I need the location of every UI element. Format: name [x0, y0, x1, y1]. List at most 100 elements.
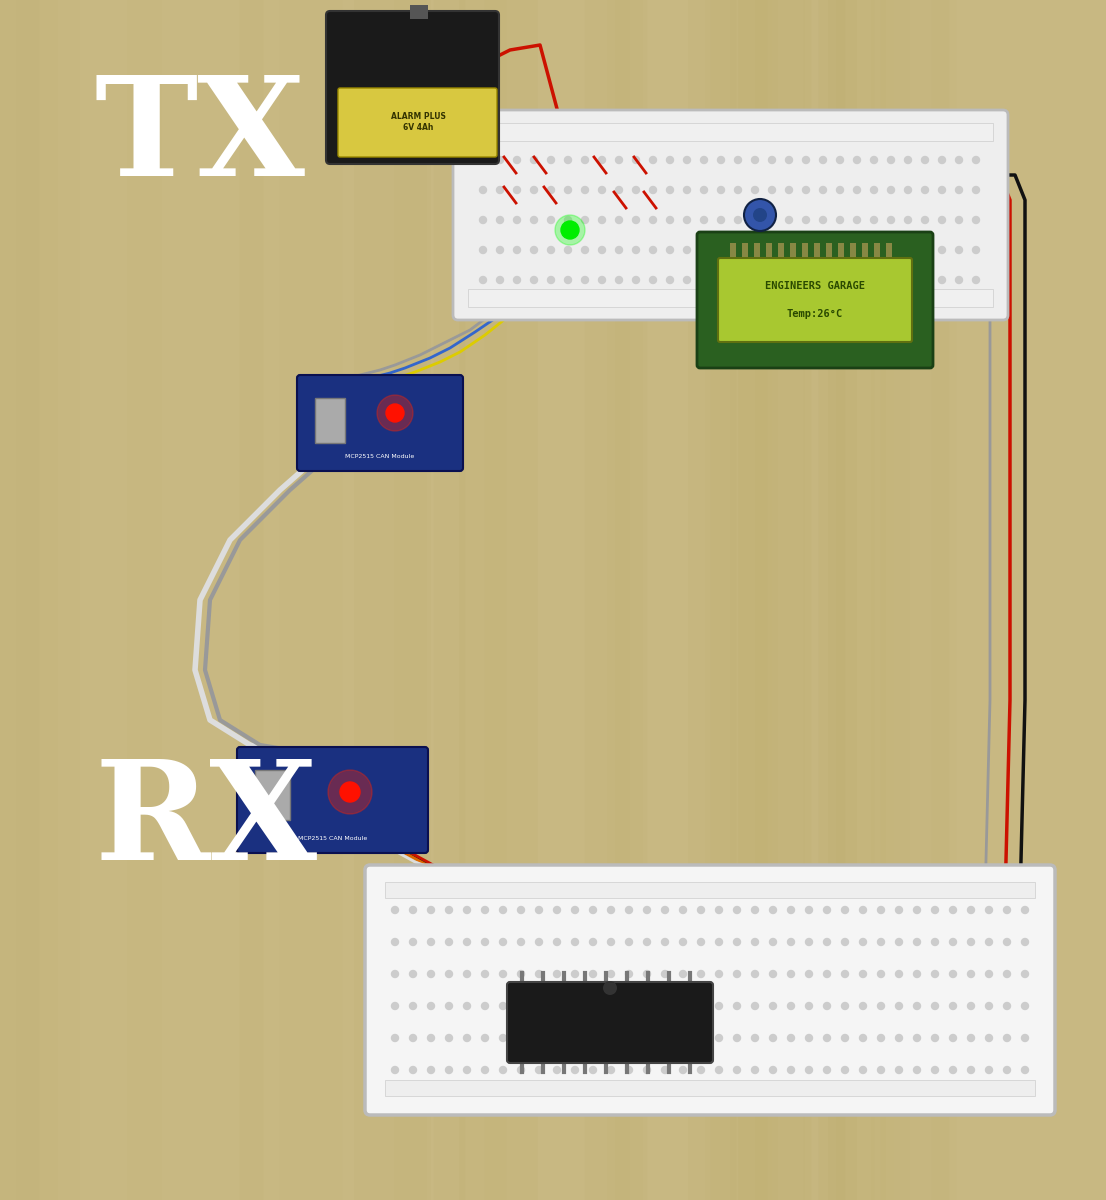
- Circle shape: [854, 186, 860, 193]
- Circle shape: [644, 938, 650, 946]
- Circle shape: [824, 906, 831, 913]
- Circle shape: [649, 246, 657, 253]
- Circle shape: [751, 186, 759, 193]
- Circle shape: [733, 971, 741, 978]
- Circle shape: [531, 246, 538, 253]
- Circle shape: [751, 938, 759, 946]
- Circle shape: [446, 1002, 452, 1009]
- Circle shape: [582, 246, 588, 253]
- Bar: [730, 242, 735, 257]
- Circle shape: [716, 1067, 722, 1074]
- Circle shape: [626, 1067, 633, 1074]
- Circle shape: [644, 1034, 650, 1042]
- Circle shape: [428, 1067, 435, 1074]
- Circle shape: [535, 1002, 543, 1009]
- Circle shape: [921, 276, 929, 283]
- Circle shape: [968, 1067, 974, 1074]
- Circle shape: [553, 1067, 561, 1074]
- Bar: [255, 770, 290, 820]
- Circle shape: [667, 186, 674, 193]
- Circle shape: [500, 1067, 507, 1074]
- Circle shape: [409, 906, 417, 913]
- Circle shape: [633, 186, 639, 193]
- Circle shape: [985, 906, 992, 913]
- Circle shape: [914, 1002, 920, 1009]
- Circle shape: [661, 1002, 668, 1009]
- Circle shape: [751, 246, 759, 253]
- Circle shape: [661, 906, 668, 913]
- Circle shape: [463, 906, 470, 913]
- Circle shape: [667, 156, 674, 163]
- Circle shape: [985, 1034, 992, 1042]
- Circle shape: [949, 971, 957, 978]
- Circle shape: [718, 156, 724, 163]
- Circle shape: [805, 1067, 813, 1074]
- Circle shape: [392, 1067, 398, 1074]
- Circle shape: [535, 938, 543, 946]
- Circle shape: [698, 971, 705, 978]
- Circle shape: [968, 906, 974, 913]
- Circle shape: [914, 906, 920, 913]
- Circle shape: [564, 186, 572, 193]
- Bar: [814, 242, 820, 257]
- Circle shape: [744, 199, 776, 230]
- Circle shape: [859, 938, 866, 946]
- Circle shape: [564, 276, 572, 283]
- Circle shape: [770, 1034, 776, 1042]
- Bar: [838, 242, 844, 257]
- Circle shape: [428, 938, 435, 946]
- Circle shape: [921, 156, 929, 163]
- Circle shape: [836, 276, 844, 283]
- Bar: [468, 289, 993, 307]
- Circle shape: [939, 156, 946, 163]
- Circle shape: [698, 1067, 705, 1074]
- Circle shape: [582, 156, 588, 163]
- Circle shape: [972, 186, 980, 193]
- Circle shape: [949, 938, 957, 946]
- Circle shape: [513, 276, 521, 283]
- Circle shape: [787, 1034, 794, 1042]
- Bar: [468, 122, 993, 140]
- Circle shape: [734, 246, 741, 253]
- FancyBboxPatch shape: [298, 374, 463, 470]
- Circle shape: [896, 1002, 902, 1009]
- Circle shape: [718, 186, 724, 193]
- Circle shape: [633, 156, 639, 163]
- Circle shape: [633, 276, 639, 283]
- Circle shape: [751, 276, 759, 283]
- Circle shape: [698, 1002, 705, 1009]
- Circle shape: [824, 938, 831, 946]
- Text: ENGINEERS GARAGE: ENGINEERS GARAGE: [765, 281, 865, 292]
- Circle shape: [644, 971, 650, 978]
- Circle shape: [751, 216, 759, 223]
- Circle shape: [956, 246, 962, 253]
- Circle shape: [564, 156, 572, 163]
- Circle shape: [700, 156, 708, 163]
- Circle shape: [409, 1002, 417, 1009]
- Circle shape: [589, 906, 596, 913]
- Circle shape: [939, 276, 946, 283]
- Circle shape: [859, 971, 866, 978]
- FancyBboxPatch shape: [237, 746, 428, 853]
- Circle shape: [667, 216, 674, 223]
- Circle shape: [870, 186, 877, 193]
- Bar: [886, 242, 893, 257]
- Circle shape: [480, 216, 487, 223]
- Circle shape: [803, 246, 810, 253]
- Circle shape: [480, 186, 487, 193]
- Circle shape: [939, 216, 946, 223]
- FancyBboxPatch shape: [507, 982, 713, 1063]
- Circle shape: [914, 1034, 920, 1042]
- Circle shape: [500, 938, 507, 946]
- Bar: [385, 1080, 1035, 1096]
- Circle shape: [805, 1002, 813, 1009]
- Circle shape: [446, 906, 452, 913]
- Circle shape: [718, 216, 724, 223]
- Circle shape: [877, 1034, 885, 1042]
- Circle shape: [854, 276, 860, 283]
- Circle shape: [824, 971, 831, 978]
- Circle shape: [589, 938, 596, 946]
- Circle shape: [785, 156, 793, 163]
- Circle shape: [905, 156, 911, 163]
- Circle shape: [877, 938, 885, 946]
